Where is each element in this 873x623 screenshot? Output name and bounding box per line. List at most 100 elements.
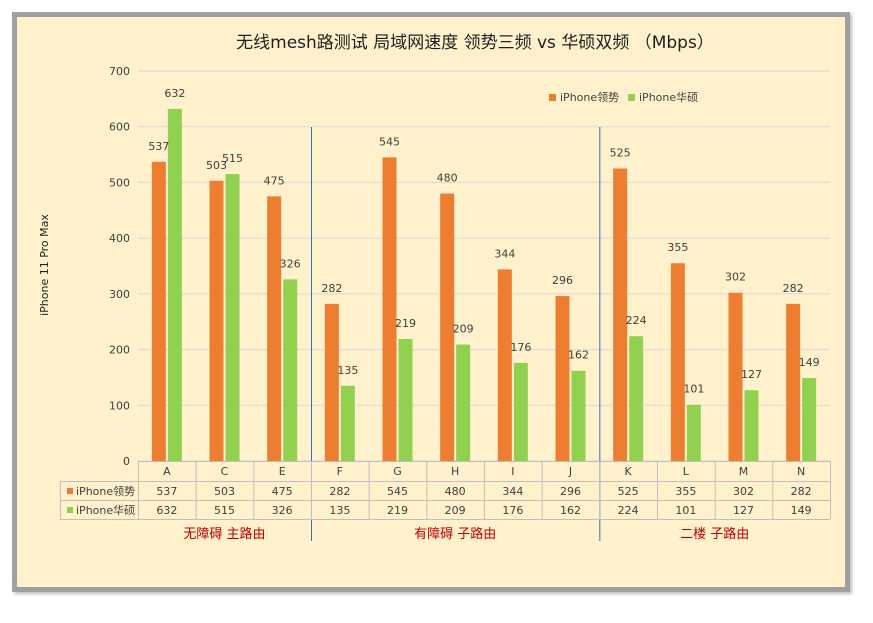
data-label: 632: [164, 87, 185, 100]
bar-series-1-N: [786, 303, 801, 461]
bar-series-1-K: [613, 168, 628, 461]
chart-title: 无线mesh路测试 局域网速度 领势三频 vs 华硕双频 （Mbps）: [236, 33, 714, 53]
table-cell: 355: [675, 485, 696, 498]
table-cell: 101: [675, 504, 696, 517]
data-label: 127: [741, 368, 762, 381]
table-cell: 219: [387, 504, 408, 517]
table-cell: 209: [445, 504, 466, 517]
data-label: 282: [783, 282, 804, 295]
data-label: 515: [222, 152, 243, 165]
y-tick-label: 600: [109, 121, 130, 134]
data-label: 219: [395, 317, 416, 330]
data-label: 135: [337, 364, 358, 377]
table-cell: 545: [387, 485, 408, 498]
data-label: 326: [280, 257, 301, 270]
bar-series-1-H: [440, 193, 455, 462]
data-label: 525: [610, 147, 631, 160]
bar-series-2-L: [686, 404, 701, 461]
data-label: 296: [552, 274, 573, 287]
y-tick-label: 200: [109, 344, 130, 357]
table-legend-swatch: [67, 488, 73, 494]
table-cell: 515: [214, 504, 235, 517]
x-tick-label: E: [279, 465, 286, 478]
table-legend-swatch: [67, 507, 73, 513]
table-cell: 344: [502, 485, 523, 498]
group-label: 有障碍 子路由: [414, 526, 496, 542]
table-cell: 475: [272, 485, 293, 498]
table-cell: 326: [272, 504, 293, 517]
data-label: 149: [799, 356, 820, 369]
bar-series-2-E: [283, 279, 298, 461]
legend-label-series-1: iPhone领势: [560, 91, 619, 104]
group-label: 无障碍 主路由: [183, 526, 265, 542]
bar-series-2-H: [456, 344, 471, 461]
x-tick-label: N: [797, 465, 805, 478]
data-label: 355: [667, 241, 688, 254]
bar-series-1-J: [555, 296, 570, 461]
table-cell: 537: [156, 485, 177, 498]
bar-series-1-L: [670, 263, 685, 461]
table-cell: 503: [214, 485, 235, 498]
table-cell: 127: [733, 504, 754, 517]
table-series-name: iPhone华硕: [76, 503, 135, 517]
x-tick-label: M: [739, 465, 749, 478]
bar-series-1-C: [209, 180, 224, 461]
x-tick-label: G: [393, 465, 402, 478]
data-label: 475: [264, 174, 285, 187]
y-tick-label: 300: [109, 288, 130, 301]
table-cell: 135: [329, 504, 350, 517]
table-cell: 282: [329, 485, 350, 498]
legend-label-series-2: iPhone华硕: [639, 90, 698, 104]
data-label: 101: [683, 383, 704, 396]
table-cell: 282: [791, 485, 812, 498]
bar-series-2-K: [629, 336, 644, 461]
table-cell: 302: [733, 485, 754, 498]
x-tick-label: K: [625, 465, 633, 478]
group-label: 二楼 子路由: [680, 526, 749, 542]
table-cell: 149: [791, 504, 812, 517]
data-label: 209: [453, 323, 474, 336]
data-label: 480: [437, 172, 458, 185]
x-tick-label: I: [511, 465, 514, 478]
data-label: 344: [494, 247, 515, 260]
legend-swatch-series-2: [628, 94, 635, 101]
x-tick-label: F: [337, 465, 343, 478]
x-tick-label: J: [568, 465, 572, 478]
bar-series-1-M: [728, 292, 743, 461]
data-label: 503: [206, 159, 227, 172]
bar-series-2-F: [340, 385, 355, 461]
x-tick-label: A: [163, 465, 171, 478]
bar-series-2-N: [802, 377, 817, 461]
x-tick-label: C: [221, 465, 229, 478]
bar-series-2-I: [513, 362, 528, 461]
legend-swatch-series-1: [549, 94, 556, 101]
table-cell: 162: [560, 504, 581, 517]
table-cell: 224: [618, 504, 639, 517]
table-cell: 480: [445, 485, 466, 498]
bar-series-1-A: [151, 161, 166, 462]
bar-series-2-M: [744, 390, 759, 461]
data-label: 176: [510, 341, 531, 354]
table-series-name: iPhone领势: [76, 485, 135, 498]
table-cell: 525: [618, 485, 639, 498]
bar-series-2-G: [398, 338, 413, 461]
data-label: 302: [725, 271, 746, 284]
x-tick-label: L: [683, 465, 690, 478]
y-axis-label: iPhone 11 Pro Max: [38, 214, 51, 316]
data-label: 162: [568, 349, 589, 362]
bar-series-1-G: [382, 157, 397, 461]
bar-series-2-J: [571, 370, 586, 461]
data-label: 224: [626, 314, 647, 327]
bar-series-1-I: [497, 269, 512, 461]
chart-frame: [12, 12, 850, 592]
bar-series-2-A: [167, 108, 182, 461]
y-tick-label: 100: [109, 399, 130, 412]
table-cell: 176: [502, 504, 523, 517]
data-label: 537: [148, 140, 169, 153]
data-label: 545: [379, 135, 400, 148]
table-cell: 632: [156, 504, 177, 517]
y-tick-label: 400: [109, 232, 130, 245]
y-tick-label: 0: [123, 455, 130, 468]
bar-series-1-F: [324, 303, 339, 461]
